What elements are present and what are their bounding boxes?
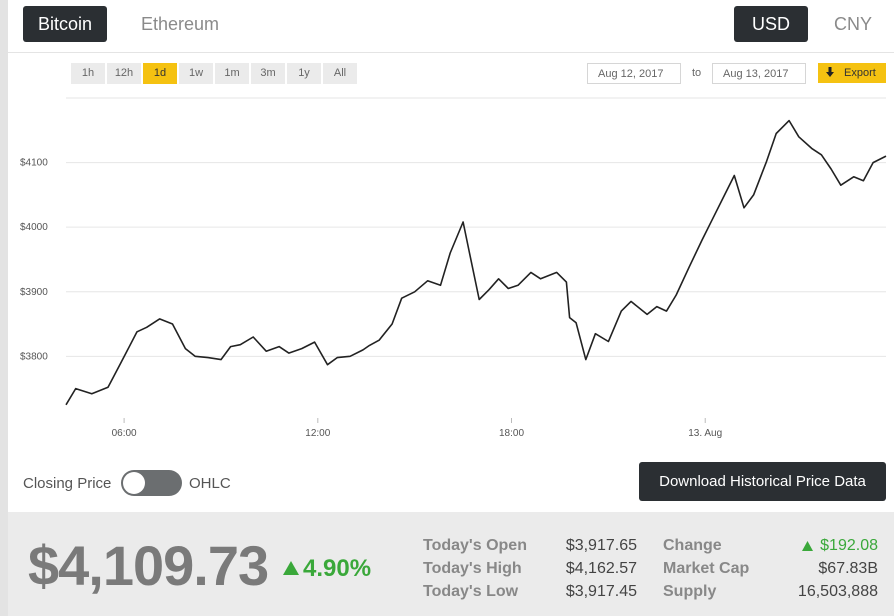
tab-bitcoin[interactable]: Bitcoin — [23, 6, 108, 42]
market-cap-label: Market Cap — [663, 560, 750, 577]
todays-open-label: Today's Open — [423, 537, 527, 554]
range-1d-button[interactable]: 1d — [143, 63, 177, 84]
price-chart[interactable]: $4100 $4000 $3900 $3800 06:00 12:00 18:00 13. A… — [0, 88, 894, 443]
y-tick-label: $3800 — [20, 351, 48, 362]
x-tick-label: 13. Aug — [688, 428, 722, 439]
date-from-input[interactable] — [587, 63, 681, 84]
todays-high-value: $4,162.57 — [565, 560, 637, 577]
download-arrow-icon — [826, 67, 834, 77]
export-button[interactable]: Export — [818, 63, 886, 83]
price-series-line — [65, 119, 887, 406]
change-value: $192.08 — [820, 537, 878, 554]
change-percent: 4.90% — [303, 555, 372, 582]
triangle-up-icon — [283, 561, 299, 575]
closing-price-label: Closing Price — [23, 475, 112, 492]
toggle-knob — [123, 472, 145, 494]
todays-low-value: $3,917.45 — [565, 583, 637, 600]
range-1h-button[interactable]: 1h — [71, 63, 105, 84]
change-label: Change — [663, 537, 722, 554]
tab-cny[interactable]: CNY — [834, 14, 873, 34]
date-to-input[interactable] — [712, 63, 806, 84]
stats-panel: $4,109.73 4.90% Today's Open $3,917.65 T… — [8, 512, 894, 616]
download-historical-button[interactable]: Download Historical Price Data — [639, 462, 886, 501]
current-price: $4,109.73 — [28, 534, 269, 597]
y-tick-label: $3900 — [20, 287, 48, 298]
x-tick-label: 18:00 — [499, 428, 524, 439]
todays-low-label: Today's Low — [423, 583, 519, 600]
todays-high-label: Today's High — [423, 560, 522, 577]
supply-label: Supply — [663, 583, 717, 600]
x-tick-label: 06:00 — [112, 428, 137, 439]
date-to-label: to — [692, 67, 702, 79]
left-edge-shade — [0, 0, 8, 616]
market-cap-value: $67.83B — [818, 560, 878, 577]
tab-usd[interactable]: USD — [734, 6, 809, 42]
range-3m-button[interactable]: 3m — [251, 63, 285, 84]
y-tick-label: $4000 — [20, 222, 48, 233]
range-all-button[interactable]: All — [323, 63, 357, 84]
todays-open-value: $3,917.65 — [565, 537, 637, 554]
range-1m-button[interactable]: 1m — [215, 63, 249, 84]
triangle-up-icon — [802, 541, 813, 551]
range-1w-button[interactable]: 1w — [179, 63, 213, 84]
range-1y-button[interactable]: 1y — [287, 63, 321, 84]
closing-ohlc-toggle[interactable] — [121, 470, 182, 496]
x-tick-label: 12:00 — [305, 428, 330, 439]
ohlc-label: OHLC — [189, 475, 231, 492]
tab-ethereum[interactable]: Ethereum — [141, 14, 220, 34]
export-label: Export — [844, 67, 876, 79]
supply-value: 16,503,888 — [797, 583, 878, 600]
range-12h-button[interactable]: 12h — [107, 63, 141, 84]
top-bar: Bitcoin Ethereum USD CNY — [8, 0, 894, 53]
y-tick-label: $4100 — [20, 158, 48, 169]
